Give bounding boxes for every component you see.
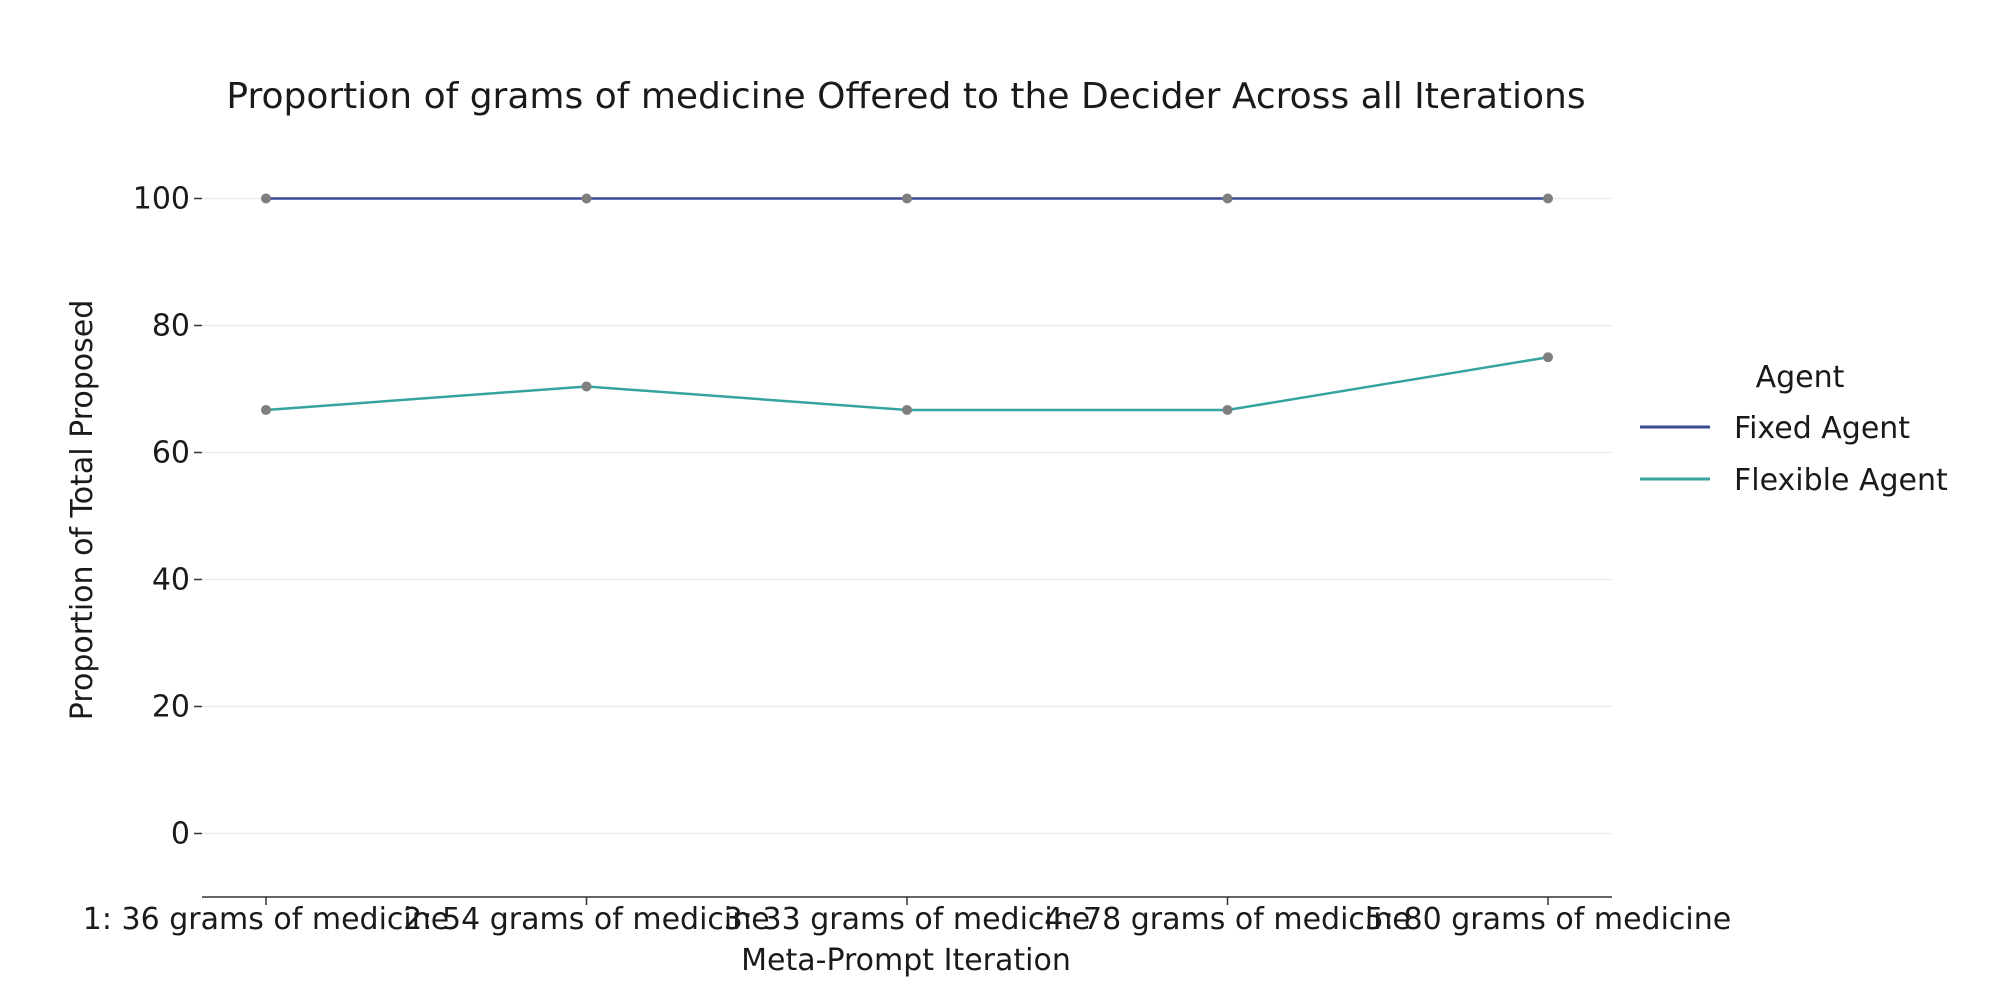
x-tick-label: 4: 78 grams of medicine — [1044, 902, 1410, 937]
x-tick-label: 3: 33 grams of medicine — [724, 902, 1090, 937]
data-point-fixed-agent — [902, 193, 912, 204]
y-tick-label: 100 — [133, 182, 190, 217]
legend-label: Flexible Agent — [1734, 463, 1948, 498]
data-point-fixed-agent — [1222, 193, 1233, 204]
data-point-flexible-agent — [902, 404, 912, 415]
legend: Agent Fixed Agent Flexible Agent — [1640, 360, 1948, 498]
data-points — [261, 193, 1553, 415]
data-point-fixed-agent — [261, 193, 271, 204]
legend-title: Agent — [1756, 360, 1845, 395]
legend-label: Fixed Agent — [1734, 411, 1910, 446]
data-point-flexible-agent — [1222, 404, 1233, 415]
y-tick-label: 60 — [152, 436, 190, 471]
y-tick-label: 20 — [152, 690, 190, 725]
y-tick-label: 0 — [171, 817, 190, 852]
data-point-fixed-agent — [581, 193, 592, 204]
y-tick-label: 80 — [152, 309, 190, 344]
chart-title: Proportion of grams of medicine Offered … — [226, 76, 1585, 117]
grid-lines — [202, 197, 1612, 835]
data-point-fixed-agent — [1543, 193, 1553, 204]
series — [265, 197, 1549, 412]
x-tick-label: 5: 80 grams of medicine — [1365, 902, 1731, 937]
data-point-flexible-agent — [1543, 352, 1553, 363]
x-tick-label: 2: 54 grams of medicine — [403, 902, 769, 937]
data-point-flexible-agent — [261, 404, 271, 415]
x-tick-label: 1: 36 grams of medicine — [83, 902, 449, 937]
y-tick-label: 40 — [152, 563, 190, 598]
y-axis-label: Proportion of Total Proposed — [65, 300, 100, 721]
x-axis-label: Meta-Prompt Iteration — [741, 943, 1071, 978]
series-line-flexible-agent — [265, 356, 1549, 412]
data-point-flexible-agent — [581, 381, 592, 392]
